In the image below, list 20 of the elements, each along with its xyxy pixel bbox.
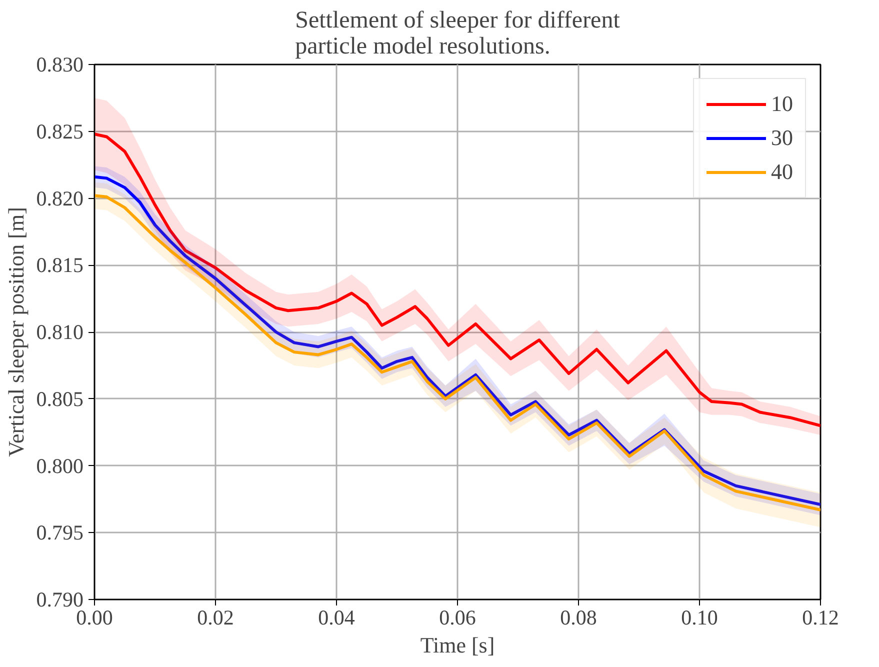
legend-label: 40 xyxy=(771,159,793,185)
x-tick-label: 0.06 xyxy=(439,606,476,630)
y-axis-title: Vertical sleeper position [m] xyxy=(3,207,28,457)
y-tick-label: 0.795 xyxy=(36,520,84,545)
x-tick-label: 0.10 xyxy=(681,606,718,630)
y-tick-label: 0.815 xyxy=(36,253,84,278)
x-tick-label: 0.02 xyxy=(197,606,234,630)
y-tick-label: 0.800 xyxy=(36,454,84,478)
legend-label: 10 xyxy=(771,91,793,117)
y-tick-label: 0.805 xyxy=(36,386,84,411)
y-tick-label: 0.825 xyxy=(36,119,84,144)
y-tick-label: 0.820 xyxy=(36,186,84,210)
x-tick-label: 0.04 xyxy=(318,606,356,630)
chart-title: Settlement of sleeper for different particle model resolutions. xyxy=(295,8,620,60)
x-axis-title: Time [s] xyxy=(420,632,495,658)
x-tick-label: 0.12 xyxy=(802,606,839,630)
y-tick-label: 0.830 xyxy=(36,52,84,76)
y-tick-label: 0.810 xyxy=(36,320,84,344)
legend-label: 30 xyxy=(771,125,793,151)
x-tick-label: 0.08 xyxy=(560,606,597,630)
